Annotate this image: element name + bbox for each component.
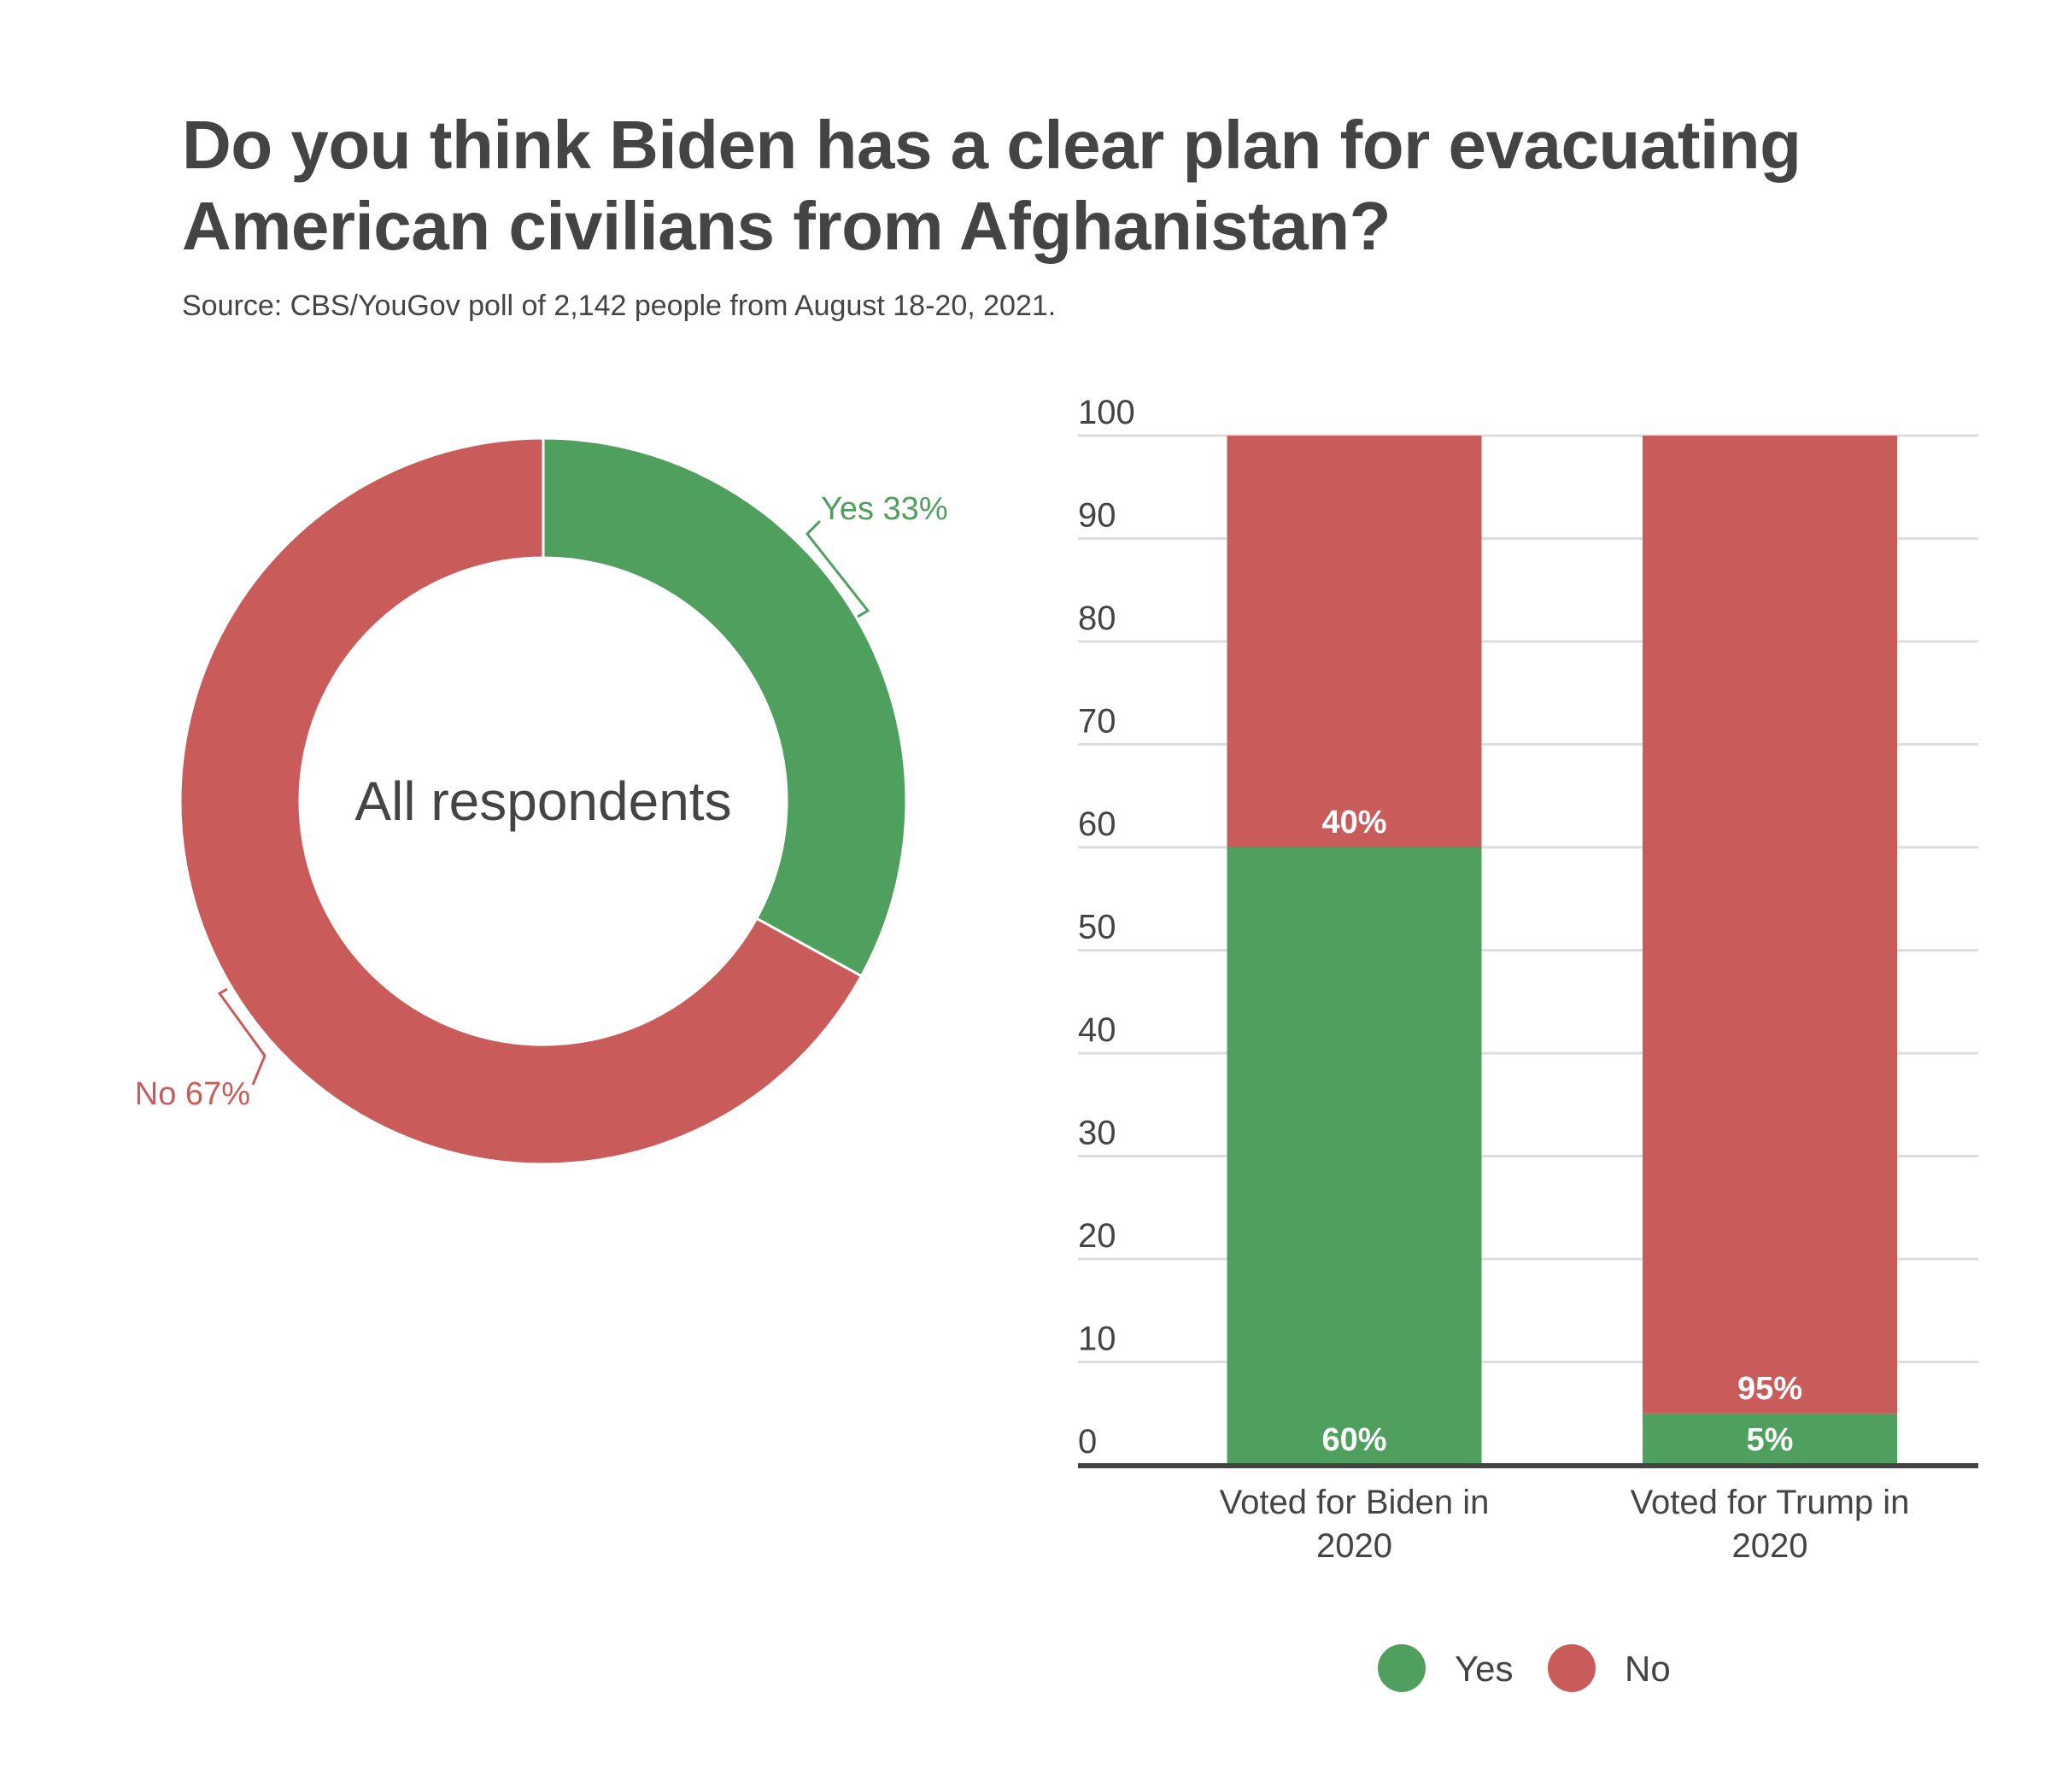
y-tick-label: 40 bbox=[1078, 1011, 1116, 1049]
legend-swatch-yes bbox=[1378, 1644, 1426, 1692]
chart-source: Source: CBS/YouGov poll of 2,142 people … bbox=[182, 290, 1057, 322]
x-category-label: 2020 bbox=[1316, 1527, 1392, 1565]
yes-slice-label: Yes 33% bbox=[821, 491, 948, 527]
bar-segment-no-0 bbox=[1227, 436, 1482, 847]
donut-slice-yes bbox=[542, 436, 908, 978]
x-category-label: Voted for Biden in bbox=[1220, 1484, 1490, 1521]
y-tick-label: 30 bbox=[1078, 1115, 1116, 1152]
x-category-label: 2020 bbox=[1732, 1527, 1808, 1565]
y-tick-label: 60 bbox=[1078, 805, 1116, 843]
legend-label-yes: Yes bbox=[1455, 1649, 1514, 1689]
chart-title: Do you think Biden has a clear plan for … bbox=[182, 107, 1801, 264]
y-tick-label: 0 bbox=[1078, 1423, 1097, 1461]
y-tick-label: 80 bbox=[1078, 600, 1116, 637]
bar-value-label: 95% bbox=[1737, 1371, 1802, 1407]
legend-label-no: No bbox=[1625, 1649, 1671, 1689]
y-tick-label: 70 bbox=[1078, 703, 1116, 741]
y-tick-label: 10 bbox=[1078, 1321, 1116, 1358]
bar-value-label: 40% bbox=[1321, 805, 1386, 840]
bar-value-label: 60% bbox=[1321, 1422, 1386, 1458]
y-tick-label: 100 bbox=[1078, 394, 1135, 431]
bar-value-label: 5% bbox=[1747, 1422, 1794, 1458]
donut-slice-no bbox=[179, 436, 864, 1166]
y-tick-label: 20 bbox=[1078, 1217, 1116, 1255]
no-slice-label: No 67% bbox=[135, 1076, 250, 1112]
legend-swatch-no bbox=[1548, 1644, 1596, 1692]
yes-slice-bracket bbox=[805, 519, 870, 618]
bar-segment-no-1 bbox=[1643, 436, 1897, 1414]
bar-segment-yes-0 bbox=[1227, 847, 1482, 1465]
no-slice-bracket bbox=[217, 987, 267, 1086]
y-tick-label: 90 bbox=[1078, 497, 1116, 535]
y-tick-label: 50 bbox=[1078, 909, 1116, 946]
legend: Yes No bbox=[1378, 1644, 1671, 1692]
x-category-label: Voted for Trump in bbox=[1631, 1484, 1910, 1521]
stacked-bar-chart: 0 10 20 30 40 50 60 70 80 90 100 60% 40% Voted for Bi… bbox=[1078, 394, 1978, 1565]
donut-center-label: All respondents bbox=[354, 770, 731, 832]
bar-segment-yes-1 bbox=[1643, 1413, 1897, 1465]
donut-chart: All respondents Yes 33% No 67% bbox=[135, 436, 948, 1166]
